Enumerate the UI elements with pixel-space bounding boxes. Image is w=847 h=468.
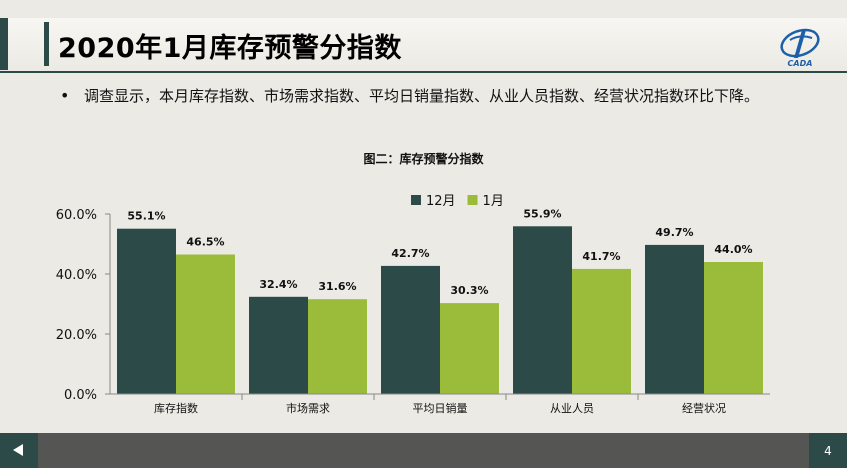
bar (572, 268, 631, 394)
chart-title: 图二：库存预警分指数 (363, 152, 484, 166)
x-tick-label: 从业人员 (550, 402, 594, 415)
bullet-marker: • (60, 86, 70, 105)
bar (440, 303, 499, 394)
data-label: 55.9% (523, 207, 561, 220)
title-accent-left (0, 18, 8, 70)
x-tick-label: 平均日销量 (413, 401, 468, 415)
data-label: 55.1% (127, 210, 165, 223)
y-tick-label: 60.0% (56, 208, 97, 223)
bar (645, 244, 704, 394)
footer-bar (0, 433, 847, 468)
bar (117, 228, 176, 394)
data-label: 42.7% (391, 247, 429, 260)
bar (704, 262, 763, 394)
legend-label: 1月 (483, 194, 504, 209)
title-bar (0, 18, 847, 70)
data-label: 32.4% (259, 278, 297, 291)
legend-swatch (411, 195, 421, 205)
data-label: 30.3% (450, 284, 488, 297)
cada-logo-icon: CADA (780, 28, 820, 68)
previous-slide-button[interactable] (0, 433, 38, 468)
data-label: 44.0% (714, 243, 752, 256)
bullet-text: 调查显示，本月库存指数、市场需求指数、平均日销量指数、从业人员指数、经营状况指数… (84, 87, 760, 105)
x-tick-label: 经营状况 (682, 401, 726, 415)
x-tick-label: 市场需求 (286, 401, 330, 415)
bar (176, 254, 235, 394)
legend-label: 12月 (426, 194, 456, 209)
data-label: 46.5% (186, 236, 224, 249)
y-tick-label: 0.0% (64, 388, 97, 403)
bar (308, 299, 367, 394)
bar (249, 296, 308, 394)
data-label: 31.6% (318, 280, 356, 293)
x-tick-label: 库存指数 (154, 401, 198, 415)
y-tick-label: 40.0% (56, 268, 97, 283)
logo-text: CADA (788, 59, 813, 68)
data-label: 41.7% (582, 250, 620, 263)
y-tick-label: 20.0% (56, 328, 97, 343)
page-number: 4 (809, 433, 847, 468)
page-title: 2020年1月库存预警分指数 (58, 33, 402, 64)
title-accent-bar (44, 22, 49, 66)
bar-chart: 0.0% 20.0% 40.0% 60.0% 55.1% 46.5% 库存指数 32.4% 31… (56, 194, 770, 415)
data-label: 49.7% (655, 226, 693, 239)
legend-swatch (467, 195, 478, 205)
triangle-left-icon (13, 444, 23, 456)
title-divider (0, 71, 847, 73)
bar (513, 226, 572, 394)
bar (381, 265, 440, 394)
